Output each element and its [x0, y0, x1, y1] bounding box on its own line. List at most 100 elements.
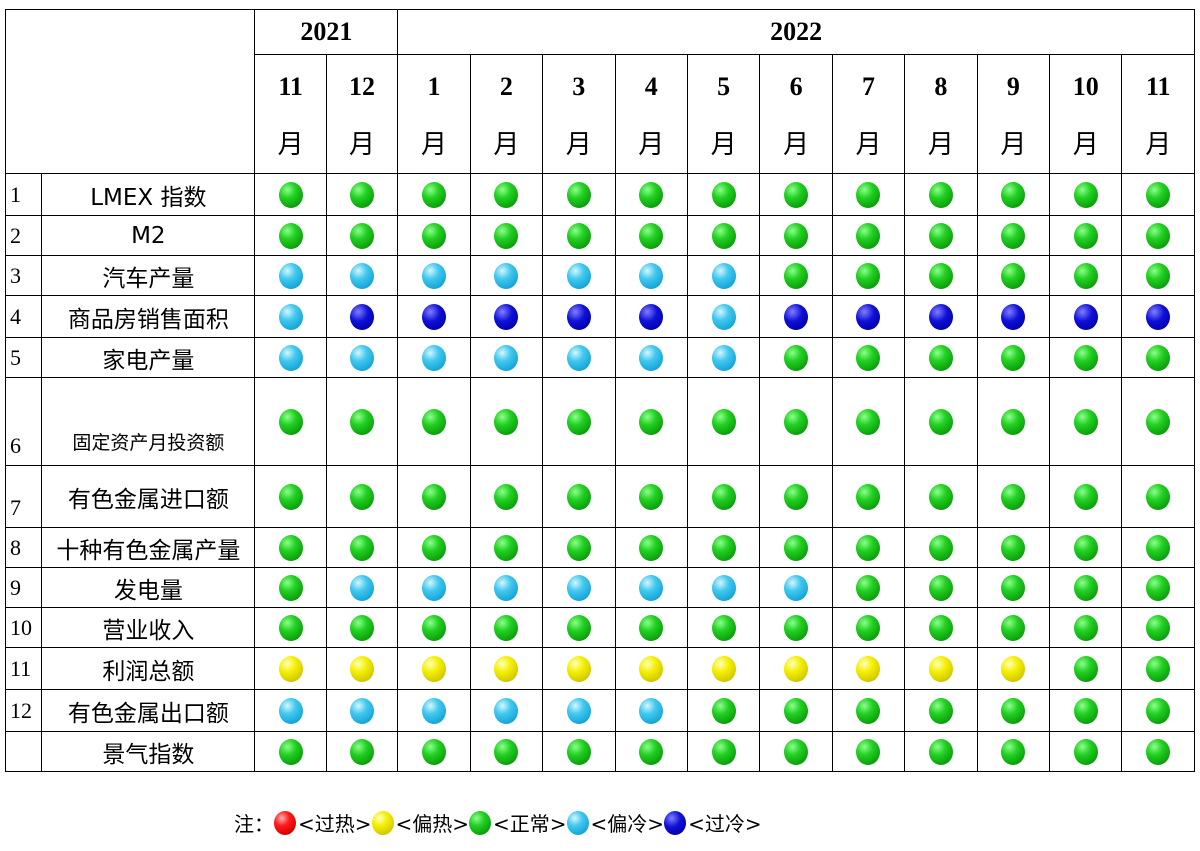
- signal-cell: [1049, 255, 1123, 296]
- month-unit: 月: [855, 129, 882, 160]
- signal-ball-icon: [928, 697, 953, 724]
- month-number: 9: [1006, 71, 1020, 101]
- signal-cell: [325, 689, 399, 732]
- signal-cell: [254, 465, 327, 528]
- legend-ball-icon: [566, 810, 589, 835]
- signal-ball-icon: [278, 738, 303, 765]
- signal-ball-icon: [928, 262, 953, 289]
- month-header: 10 月: [1049, 54, 1123, 174]
- signal-ball-icon: [421, 181, 446, 208]
- signal-ball-icon: [278, 303, 303, 330]
- signal-cell: [542, 173, 616, 216]
- signal-cell: [1049, 337, 1123, 378]
- signal-cell: [542, 337, 616, 378]
- signal-cell: [1121, 173, 1195, 216]
- signal-cell: [397, 607, 471, 648]
- legend-item: <过热>: [274, 808, 372, 837]
- signal-cell: [1121, 607, 1195, 648]
- signal-ball-icon: [1146, 181, 1171, 208]
- signal-table: 2021 2022 11 月 12 月 1 月 2 月 3 月 4 月 5 月 6 月 7 月 8 月 9 月 10 月 11 月…: [4, 9, 1195, 772]
- row-number: 8: [4, 527, 43, 568]
- signal-cell: [831, 647, 906, 690]
- signal-cell: [254, 377, 327, 466]
- signal-cell: [976, 255, 1051, 296]
- row-number: 9: [4, 567, 43, 608]
- indicator-label: 汽车产量: [41, 255, 256, 296]
- month-number: 7: [861, 71, 875, 101]
- signal-ball-icon: [1073, 534, 1098, 561]
- row-number: 7: [4, 465, 43, 528]
- table-row: 11 利润总额: [4, 647, 1195, 690]
- signal-cell: [397, 647, 471, 690]
- indicator-label: 发电量: [41, 567, 256, 608]
- row-number: [4, 731, 43, 772]
- signal-ball-icon: [350, 655, 375, 682]
- signal-cell: [1049, 731, 1123, 772]
- signal-cell: [759, 689, 833, 732]
- signal-ball-icon: [566, 655, 591, 682]
- signal-ball-icon: [711, 483, 736, 510]
- signal-cell: [1049, 647, 1123, 690]
- signal-ball-icon: [350, 697, 375, 724]
- month-number: 10: [1072, 71, 1099, 101]
- table-row: 6 固定资产月投资额: [4, 377, 1195, 466]
- signal-ball-icon: [421, 303, 446, 330]
- signal-cell: [759, 465, 833, 528]
- signal-cell: [614, 215, 688, 256]
- signal-cell: [686, 689, 761, 732]
- signal-ball-icon: [350, 262, 375, 289]
- signal-ball-icon: [1146, 534, 1171, 561]
- signal-cell: [542, 527, 616, 568]
- signal-cell: [1049, 527, 1123, 568]
- signal-cell: [759, 731, 833, 772]
- signal-ball-icon: [1146, 408, 1171, 435]
- signal-ball-icon: [856, 408, 881, 435]
- signal-cell: [325, 465, 399, 528]
- signal-ball-icon: [421, 344, 446, 371]
- signal-cell: [686, 731, 761, 772]
- signal-cell: [831, 215, 906, 256]
- signal-ball-icon: [1146, 738, 1171, 765]
- month-unit: 月: [420, 129, 447, 160]
- table-row: 3 汽车产量: [4, 255, 1195, 296]
- signal-cell: [469, 567, 544, 608]
- signal-cell: [397, 173, 471, 216]
- signal-cell: [1121, 295, 1195, 338]
- signal-cell: [831, 337, 906, 378]
- signal-ball-icon: [1073, 483, 1098, 510]
- signal-ball-icon: [856, 483, 881, 510]
- signal-ball-icon: [711, 534, 736, 561]
- signal-ball-icon: [928, 574, 953, 601]
- signal-ball-icon: [421, 222, 446, 249]
- signal-ball-icon: [639, 222, 664, 249]
- indicator-label: LMEX 指数: [41, 173, 256, 216]
- signal-cell: [976, 377, 1051, 466]
- month-unit: 月: [927, 129, 954, 160]
- signal-cell: [686, 337, 761, 378]
- signal-cell: [254, 689, 327, 732]
- signal-ball-icon: [784, 614, 809, 641]
- table-row: 9 发电量: [4, 567, 1195, 608]
- signal-ball-icon: [1001, 574, 1026, 601]
- signal-ball-icon: [566, 181, 591, 208]
- signal-ball-icon: [928, 655, 953, 682]
- signal-ball-icon: [566, 303, 591, 330]
- signal-ball-icon: [278, 344, 303, 371]
- row-number: 6: [4, 377, 43, 466]
- row-number: 2: [4, 215, 43, 256]
- signal-ball-icon: [784, 697, 809, 724]
- signal-cell: [759, 255, 833, 296]
- signal-ball-icon: [278, 408, 303, 435]
- row-number: 11: [4, 647, 43, 690]
- month-number: 11: [1145, 71, 1171, 101]
- signal-cell: [325, 647, 399, 690]
- signal-ball-icon: [494, 483, 519, 510]
- signal-cell: [831, 255, 906, 296]
- signal-ball-icon: [1146, 262, 1171, 289]
- signal-cell: [904, 377, 978, 466]
- signal-ball-icon: [278, 262, 303, 289]
- signal-cell: [686, 607, 761, 648]
